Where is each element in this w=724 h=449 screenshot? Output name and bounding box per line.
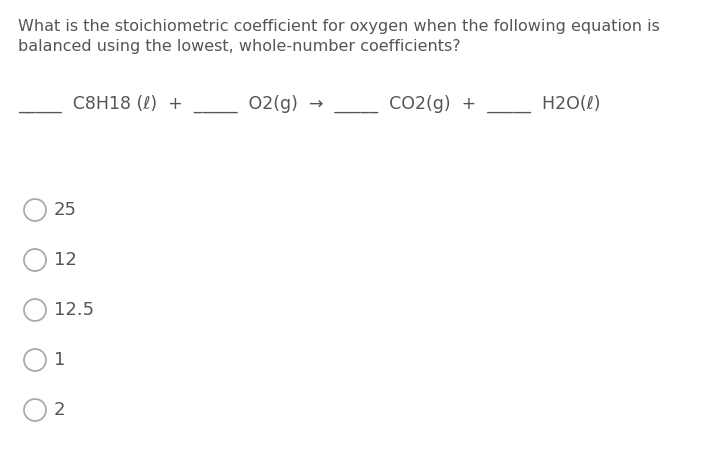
Text: What is the stoichiometric coefficient for oxygen when the following equation is: What is the stoichiometric coefficient f… xyxy=(18,19,660,34)
Text: 2: 2 xyxy=(54,401,65,419)
Text: 1: 1 xyxy=(54,351,65,369)
Text: 12.5: 12.5 xyxy=(54,301,94,319)
Text: balanced using the lowest, whole-number coefficients?: balanced using the lowest, whole-number … xyxy=(18,39,460,54)
Text: 12: 12 xyxy=(54,251,77,269)
Text: _____  C8H18 (ℓ)  +  _____  O2(g)  →  _____  CO2(g)  +  _____  H2O(ℓ): _____ C8H18 (ℓ) + _____ O2(g) → _____ CO… xyxy=(18,95,600,113)
Text: 25: 25 xyxy=(54,201,77,219)
